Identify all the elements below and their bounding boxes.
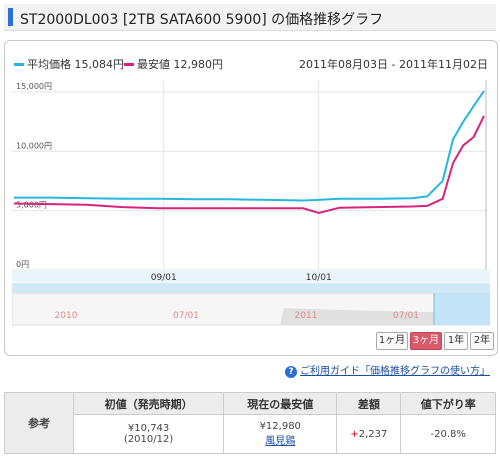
x-tick-label: 09/01 [151,273,177,283]
page-title: ST2000DL003 [2TB SATA600 5900] の価格推移グラフ [20,12,384,28]
shop-link[interactable]: 風見鶏 [265,436,296,447]
navigator-label: 07/01 [393,311,419,321]
legend-min: 最安値 12,980円 [124,56,223,72]
header-initial-price: 初値（発売時期） [72,392,225,415]
navigator-label: 2011 [295,311,318,321]
range-button-0[interactable]: 1ヶ月 [376,332,408,350]
diff-cell: +2,237 [336,414,402,454]
series-line-avg [14,90,485,202]
header-drop-rate: 値下がり率 [400,392,496,415]
legend-min-label: 最安値 12,980円 [137,58,223,71]
initial-date: (2010/12) [123,434,174,445]
plot-area [12,72,490,270]
legend-avg-label: 平均価格 15,084円 [27,58,124,71]
navigator-label: 07/01 [173,311,199,321]
date-range: 2011年08月03日 - 2011年11月02日 [299,58,488,71]
reference-row-label: 参考 [4,392,74,454]
drop-rate-value: -20.8% [430,428,466,440]
initial-price-cell: ¥10,743 (2010/12) [72,414,225,454]
navigator-top-band [12,283,490,293]
x-axis-band [12,270,490,282]
y-tick-label: 0円 [16,260,29,269]
legend-min-swatch [124,62,134,66]
question-icon: ? [285,366,297,378]
navigator-area [280,308,434,325]
guide-link-text[interactable]: ご利用ガイド「価格推移グラフの使い方」 [300,366,490,377]
diff-sign: + [350,428,359,440]
current-min-price: ¥12,980 [259,421,301,432]
navigator-selection[interactable] [434,293,490,325]
range-button-3[interactable]: 2年 [470,332,494,350]
price-chart[interactable]: 15,000円 10,000円 5,000円 0円 09/01 10/01 2010 07/0… [12,72,490,328]
legend-avg-swatch [14,62,24,66]
header-current-min: 現在の最安値 [223,392,338,415]
guide-link[interactable]: ? ご利用ガイド「価格推移グラフの使い方」 [285,362,490,378]
initial-price: ¥10,743 [127,423,170,434]
title-bar: ST2000DL003 [2TB SATA600 5900] の価格推移グラフ [4,4,496,31]
y-tick-label: 10,000円 [16,141,52,150]
reference-table: 参考 初値（発売時期） 現在の最安値 差額 値下がり率 ¥10,743 (201… [4,392,496,454]
range-button-2[interactable]: 1年 [444,332,468,350]
navigator-label: 2010 [55,311,78,321]
series-line-min [13,115,485,215]
y-tick-label: 5,000円 [16,201,47,210]
diff-value: 2,237 [358,428,388,440]
legend-avg: 平均価格 15,084円 [14,56,124,72]
range-button-1[interactable]: 3ヶ月 [410,332,442,350]
title-accent-mark [8,8,13,26]
header-diff: 差額 [336,392,402,415]
y-tick-label: 15,000円 [16,82,52,91]
current-min-cell: ¥12,980 風見鶏 [223,414,338,454]
x-tick-label: 10/01 [306,273,332,283]
drop-rate-cell: -20.8% [400,414,496,454]
